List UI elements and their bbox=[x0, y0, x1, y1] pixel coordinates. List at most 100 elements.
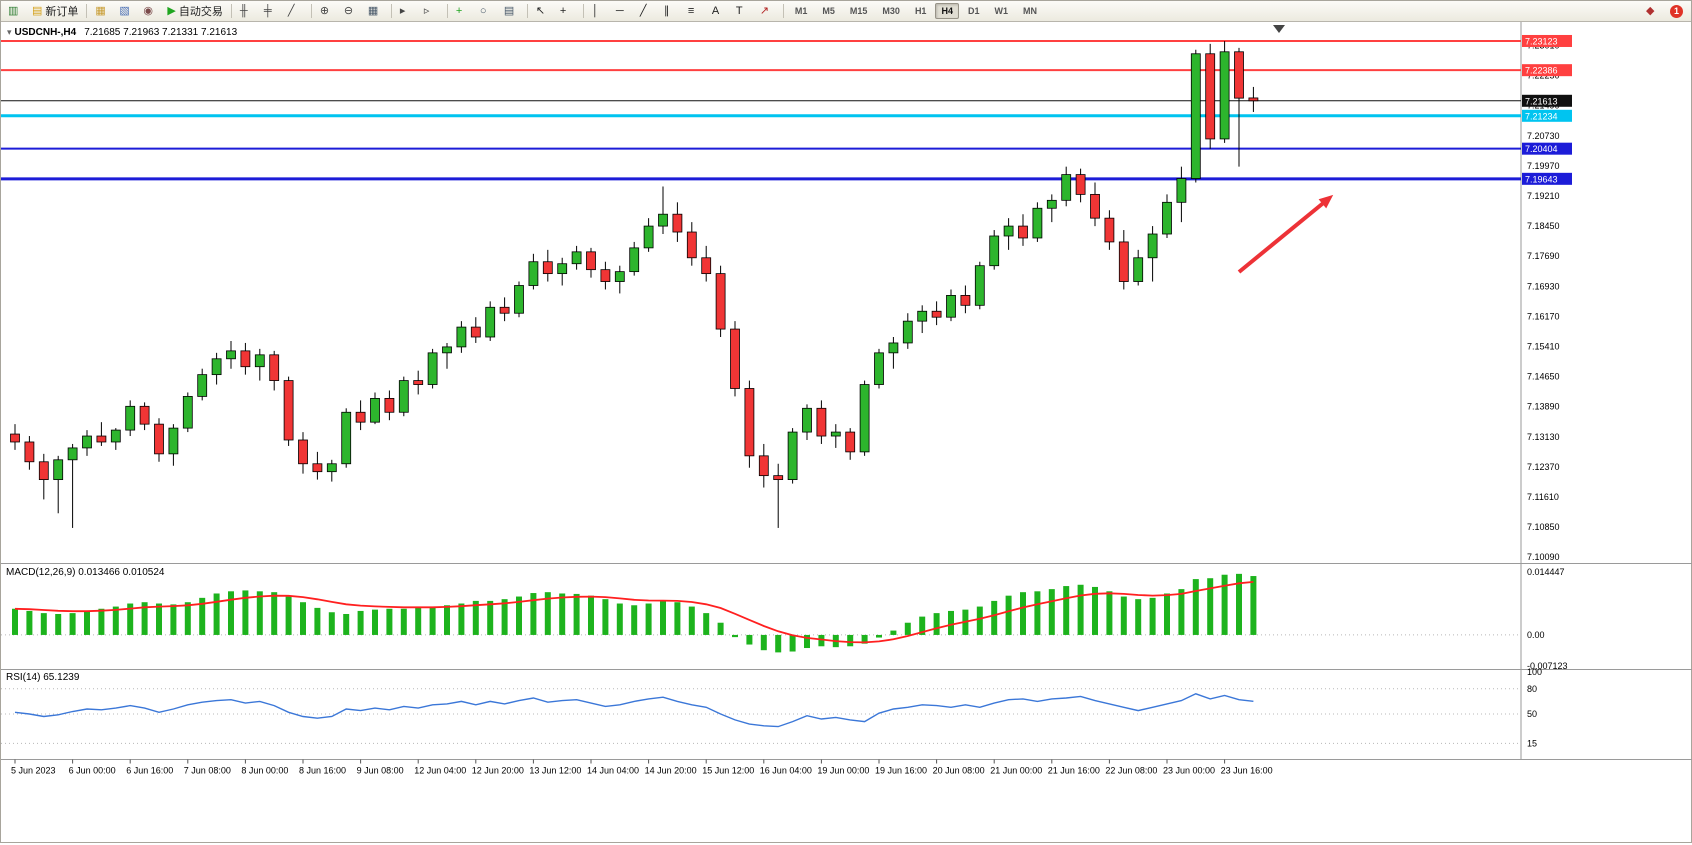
chart-shift-icon: ▹ bbox=[423, 4, 430, 17]
text-icon[interactable]: A bbox=[708, 2, 731, 21]
macd-histogram-bar bbox=[775, 634, 782, 653]
macd-histogram-bar bbox=[501, 599, 508, 635]
line-chart-icon[interactable]: ╱ bbox=[284, 2, 307, 21]
macd-axis-label: 0.014447 bbox=[1527, 567, 1565, 577]
bar-chart-icon[interactable]: ╫ bbox=[236, 2, 259, 21]
candlestick-chart-icon: ╪ bbox=[263, 4, 272, 17]
toolbar-separator bbox=[782, 4, 784, 18]
auto-scroll-icon[interactable]: ▸ bbox=[396, 2, 419, 21]
channel-icon[interactable]: ∥ bbox=[660, 2, 683, 21]
macd-histogram-bar bbox=[991, 600, 998, 635]
fibonacci-icon[interactable]: ≡ bbox=[684, 2, 707, 21]
candle-body bbox=[326, 463, 337, 473]
timeframe-m15[interactable]: M15 bbox=[849, 6, 868, 16]
symbol-dropdown-icon[interactable]: ▾ bbox=[7, 27, 12, 37]
chart-shift-marker[interactable] bbox=[1273, 25, 1285, 33]
community-icon[interactable]: ◆ bbox=[1642, 2, 1665, 21]
macd-histogram-bar bbox=[429, 607, 436, 635]
price-axis-label: 7.18450 bbox=[1527, 221, 1560, 231]
macd-histogram-bar bbox=[444, 605, 450, 635]
bid-price-line-badge bbox=[1522, 94, 1572, 107]
candle-body bbox=[254, 354, 265, 368]
price-axis-label: 7.15410 bbox=[1527, 342, 1560, 352]
time-axis-label: 6 Jun 00:00 bbox=[69, 766, 116, 776]
candle-body bbox=[269, 354, 280, 381]
time-axis-label: 12 Jun 04:00 bbox=[414, 766, 466, 776]
chart-window[interactable]: 7.230107.222507.214907.207307.199707.192… bbox=[1, 22, 1692, 845]
candle-body bbox=[197, 374, 208, 397]
timeframe-m30[interactable]: M30 bbox=[882, 6, 900, 16]
candle-body bbox=[917, 310, 928, 322]
vertical-line-icon[interactable]: │ bbox=[588, 2, 611, 21]
time-axis-label: 22 Jun 08:00 bbox=[1105, 766, 1157, 776]
new-chart-icon[interactable]: ▥ bbox=[4, 2, 27, 21]
timeframe-mn[interactable]: MN bbox=[1022, 6, 1037, 16]
toolbar-separator bbox=[230, 4, 232, 18]
timeframe-m1[interactable]: M1 bbox=[794, 6, 808, 16]
templates-icon[interactable]: ▤ bbox=[500, 2, 523, 21]
timeframe-w1[interactable]: W1 bbox=[994, 6, 1008, 16]
candle-body bbox=[989, 235, 1000, 267]
candlestick-chart-icon[interactable]: ╪ bbox=[260, 2, 283, 21]
chart-shift-icon[interactable]: ▹ bbox=[420, 2, 443, 21]
periods-icon[interactable]: ○ bbox=[476, 2, 499, 21]
crosshair-icon[interactable]: + bbox=[556, 2, 579, 21]
macd-histogram-bar bbox=[717, 622, 724, 635]
candle-body bbox=[67, 447, 78, 461]
candle-body bbox=[226, 350, 236, 360]
cursor-icon[interactable]: ↖ bbox=[532, 2, 555, 21]
timeframe-d1[interactable]: D1 bbox=[967, 6, 980, 16]
price-axis-label: 7.14650 bbox=[1527, 372, 1560, 382]
macd-histogram-bar bbox=[1020, 592, 1026, 635]
macd-histogram-bar bbox=[732, 634, 738, 638]
candle-body bbox=[874, 352, 884, 385]
new-order-button[interactable]: ▤ 新订单 bbox=[28, 2, 82, 21]
rsi-line bbox=[14, 693, 1254, 728]
macd-histogram-bar bbox=[1106, 591, 1113, 635]
timeframe-h1[interactable]: H1 bbox=[914, 6, 927, 16]
shapes-icon[interactable]: ↗ bbox=[756, 2, 779, 21]
resistance-line-1-badge-label: 7.23123 bbox=[1525, 36, 1558, 46]
zoom-in-icon[interactable]: ⊕ bbox=[316, 2, 339, 21]
macd-histogram-bar bbox=[876, 634, 882, 638]
trendline-icon[interactable]: ╱ bbox=[636, 2, 659, 21]
price-axis-label: 7.16930 bbox=[1527, 281, 1560, 291]
candle-body bbox=[629, 247, 640, 273]
timeframe-h4[interactable]: H4 bbox=[935, 3, 959, 19]
tile-windows-icon[interactable]: ▦ bbox=[364, 2, 387, 21]
zoom-out-icon[interactable]: ⊖ bbox=[340, 2, 363, 21]
timeframe-m5[interactable]: M5 bbox=[822, 6, 835, 16]
bar-chart-icon: ╫ bbox=[239, 4, 248, 17]
macd-histogram-bar bbox=[300, 602, 306, 635]
autotrading-button[interactable]: ▶ 自动交易 bbox=[163, 2, 226, 21]
macd-histogram-bar bbox=[199, 597, 206, 635]
candle-body bbox=[658, 213, 668, 227]
trend-arrow[interactable] bbox=[1237, 198, 1329, 274]
macd-histogram-bar bbox=[69, 613, 76, 635]
label-icon[interactable]: T bbox=[732, 2, 755, 21]
candle-body bbox=[96, 435, 107, 443]
indicators-icon[interactable]: + bbox=[452, 2, 475, 21]
horizontal-line-icon[interactable]: ─ bbox=[612, 2, 635, 21]
candle-body bbox=[960, 295, 971, 306]
macd-histogram-bar bbox=[573, 593, 580, 635]
chart-canvas[interactable]: 7.230107.222507.214907.207307.199707.192… bbox=[1, 22, 1692, 845]
navigator-icon[interactable]: ▧ bbox=[115, 2, 138, 21]
candle-body bbox=[38, 461, 49, 481]
price-axis-label: 7.17690 bbox=[1527, 251, 1560, 261]
macd-histogram-bar bbox=[660, 600, 666, 635]
candle-body bbox=[370, 397, 380, 423]
time-axis-label: 21 Jun 16:00 bbox=[1048, 766, 1100, 776]
marketwatch-icon[interactable]: ▦ bbox=[91, 2, 114, 21]
price-axis-label: 7.10850 bbox=[1527, 522, 1560, 532]
macd-histogram-bar bbox=[559, 593, 566, 635]
candle-body bbox=[672, 213, 683, 233]
support-line-blue-1-badge-label: 7.20404 bbox=[1525, 144, 1558, 154]
candle-body bbox=[1046, 199, 1057, 209]
autotrading-button-label: 自动交易 bbox=[178, 6, 223, 18]
price-axis-label: 7.10090 bbox=[1527, 552, 1560, 562]
terminal-icon[interactable]: ◉ bbox=[139, 2, 162, 21]
candle-body bbox=[485, 306, 496, 338]
notification-badge[interactable]: 1 bbox=[1670, 4, 1683, 18]
channel-icon: ∥ bbox=[663, 4, 670, 17]
